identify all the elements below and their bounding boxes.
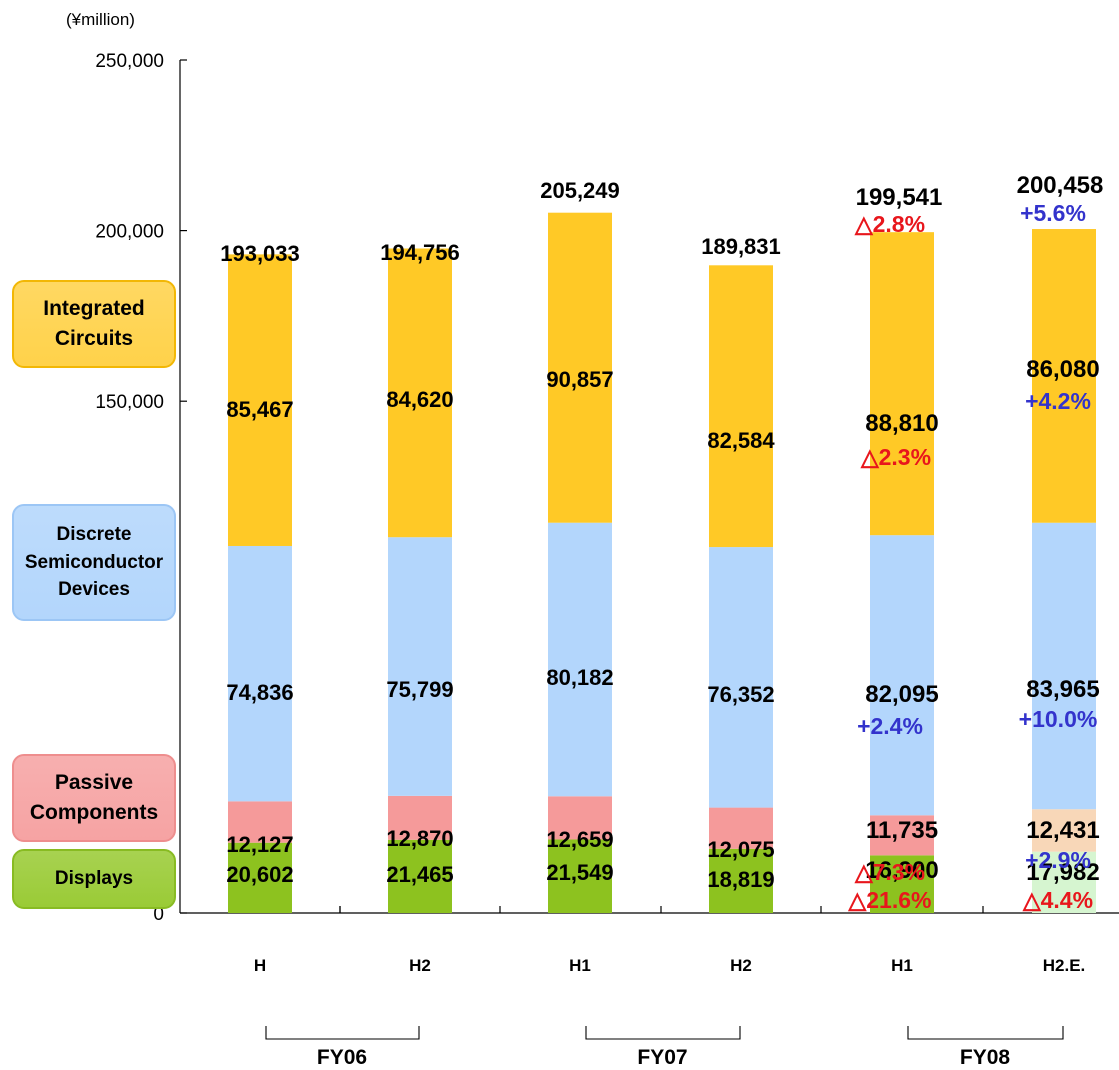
segment-change-label: +10.0% bbox=[1019, 706, 1098, 732]
segment-value-label: 11,735 bbox=[866, 817, 938, 844]
category-label: H bbox=[254, 956, 266, 975]
passive-components-segment bbox=[870, 815, 934, 856]
segment-value-label: 21,465 bbox=[386, 862, 453, 887]
segment-change-label: +2.4% bbox=[857, 713, 923, 739]
displays-segment bbox=[870, 855, 934, 913]
segment-value-label: 12,431 bbox=[1026, 817, 1099, 844]
integrated-circuits-segment bbox=[228, 254, 292, 546]
displays-segment bbox=[388, 839, 452, 913]
discrete-semiconductor-segment bbox=[228, 545, 292, 802]
segment-value-label: 82,095 bbox=[865, 681, 938, 708]
displays-segment bbox=[709, 848, 773, 913]
total-change-label: +5.6% bbox=[1020, 200, 1086, 226]
segment-value-label: 76,352 bbox=[707, 682, 774, 707]
category-label: H1 bbox=[569, 956, 591, 975]
legend-passive-components: Passive Components bbox=[12, 754, 176, 842]
passive-components-segment bbox=[388, 795, 452, 840]
value-labels: 20,602 21,465 21,549 18,819 16,900 △21.6% 17,9… bbox=[220, 172, 1103, 913]
segment-value-label: 21,549 bbox=[546, 860, 613, 885]
passive-components-segment bbox=[548, 796, 612, 840]
segment-change-label: △4.4% bbox=[1022, 887, 1093, 913]
group-bracket bbox=[585, 1026, 741, 1040]
category-labels: H H2 H1 H2 H1 H2.E. bbox=[254, 956, 1085, 975]
segment-value-label: 12,075 bbox=[707, 837, 774, 862]
y-tick-label: 200,000 bbox=[95, 222, 164, 243]
segment-value-label: 12,127 bbox=[226, 832, 293, 857]
y-tick-label: 150,000 bbox=[95, 392, 164, 413]
y-tick-label: 250,000 bbox=[95, 51, 164, 72]
segment-value-label: 83,965 bbox=[1026, 676, 1099, 703]
total-value-label: 193,033 bbox=[220, 241, 300, 266]
fiscal-year-groups: FY06 FY07 FY08 bbox=[265, 1026, 1064, 1069]
displays-segment bbox=[228, 842, 292, 913]
segment-value-label: 18,819 bbox=[707, 867, 774, 892]
group-bracket bbox=[265, 1026, 420, 1040]
total-value-label: 205,249 bbox=[540, 178, 620, 203]
fiscal-year-label: FY06 bbox=[317, 1046, 367, 1069]
legend-displays: Displays bbox=[12, 849, 176, 909]
total-change-label: △2.8% bbox=[854, 211, 925, 237]
segment-value-label: 20,602 bbox=[226, 862, 293, 887]
segment-value-label: 88,810 bbox=[865, 410, 938, 437]
integrated-circuits-segment bbox=[388, 248, 452, 538]
fiscal-year-label: FY07 bbox=[637, 1046, 687, 1069]
segment-value-label: 80,182 bbox=[546, 665, 613, 690]
segment-change-label: △21.6% bbox=[848, 887, 932, 913]
segment-value-label: 75,799 bbox=[386, 677, 453, 702]
total-value-label: 189,831 bbox=[701, 234, 781, 259]
group-bracket bbox=[907, 1026, 1064, 1040]
displays-segment bbox=[548, 839, 612, 913]
segment-value-label: 74,836 bbox=[226, 680, 293, 705]
discrete-semiconductor-segment bbox=[388, 537, 452, 796]
category-label: H2 bbox=[409, 956, 431, 975]
segment-value-label: 90,857 bbox=[546, 367, 613, 392]
segment-change-label: △7.3% bbox=[854, 859, 925, 885]
total-value-label: 199,541 bbox=[856, 184, 943, 211]
discrete-semiconductor-segment bbox=[548, 522, 612, 797]
segment-value-label: 12,870 bbox=[386, 826, 453, 851]
integrated-circuits-segment bbox=[1032, 229, 1096, 523]
bars bbox=[228, 212, 1096, 913]
segment-value-label: 85,467 bbox=[226, 397, 293, 422]
passive-components-segment bbox=[709, 807, 773, 849]
segment-value-label: 16,900 bbox=[865, 857, 938, 884]
total-value-label: 194,756 bbox=[380, 240, 460, 265]
segment-value-label: 86,080 bbox=[1026, 356, 1099, 383]
category-label: H2 bbox=[730, 956, 752, 975]
integrated-circuits-segment bbox=[548, 212, 612, 523]
segment-change-label: +2.9% bbox=[1025, 847, 1091, 873]
discrete-semiconductor-segment bbox=[709, 547, 773, 808]
passive-components-segment bbox=[228, 801, 292, 843]
segment-value-label: 82,584 bbox=[707, 428, 775, 453]
category-label: H1 bbox=[891, 956, 913, 975]
discrete-semiconductor-segment bbox=[870, 535, 934, 816]
fiscal-year-label: FY08 bbox=[960, 1046, 1011, 1069]
segment-value-label: 17,982 bbox=[1026, 859, 1099, 886]
segment-change-label: △2.3% bbox=[860, 444, 931, 470]
displays-segment bbox=[1032, 851, 1096, 913]
passive-components-segment bbox=[1032, 809, 1096, 852]
segment-value-label: 12,659 bbox=[546, 827, 613, 852]
discrete-semiconductor-segment bbox=[1032, 522, 1096, 810]
legend-integrated-circuits: Integrated Circuits bbox=[12, 280, 176, 368]
integrated-circuits-segment bbox=[870, 232, 934, 536]
category-label: H2.E. bbox=[1043, 956, 1086, 975]
integrated-circuits-segment bbox=[709, 265, 773, 548]
x-axis bbox=[180, 906, 1119, 914]
y-tick-label: 0 bbox=[153, 904, 164, 925]
unit-label: (¥million) bbox=[66, 10, 135, 29]
segment-value-label: 84,620 bbox=[386, 387, 453, 412]
total-value-label: 200,458 bbox=[1017, 172, 1104, 199]
segment-change-label: +4.2% bbox=[1025, 388, 1091, 414]
legend-discrete-semiconductor-devices: Discrete Semiconductor Devices bbox=[12, 504, 176, 621]
y-axis: 0 200,000 150,000 250,000 bbox=[95, 51, 187, 925]
